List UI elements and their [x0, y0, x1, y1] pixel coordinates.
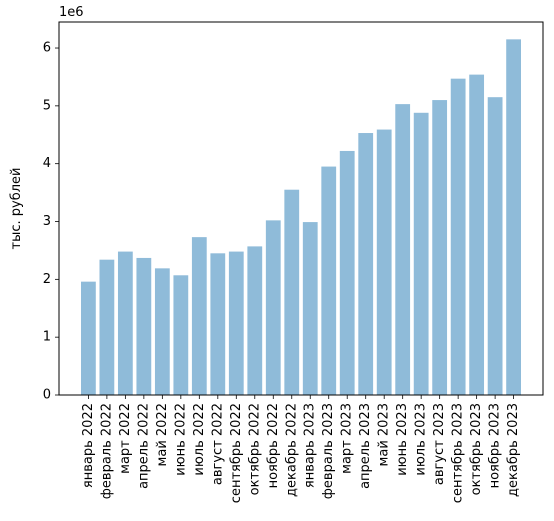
x-tick-label: июль 2023: [414, 403, 429, 476]
bar: [450, 78, 466, 396]
bar: [191, 237, 207, 395]
x-tick-label: июнь 2022: [173, 403, 188, 476]
x-tick-label: февраль 2023: [321, 403, 336, 499]
bar: [358, 133, 374, 395]
bar: [321, 166, 337, 395]
bar: [376, 129, 392, 395]
x-tick-label: декабрь 2023: [506, 403, 521, 497]
x-tick-label: июль 2022: [192, 403, 207, 476]
x-tick-label: май 2022: [155, 403, 170, 466]
x-tick-label: март 2022: [118, 403, 133, 474]
y-tick-label: 6: [43, 41, 51, 56]
x-tick-label: октябрь 2023: [469, 403, 484, 495]
x-tick-label: ноябрь 2023: [488, 403, 503, 488]
x-tick-label: октябрь 2022: [247, 403, 262, 495]
x-tick-label: ноябрь 2022: [266, 403, 281, 488]
bar: [506, 39, 521, 395]
y-tick-label: 1: [43, 330, 51, 345]
bar: [154, 268, 170, 395]
y-tick-label: 3: [43, 214, 51, 229]
y-tick-label: 4: [43, 156, 51, 171]
y-tick-label: 0: [43, 388, 51, 403]
x-tick-label: январь 2022: [81, 403, 96, 488]
y-axis-label: тыс. рублей: [9, 168, 24, 250]
bar: [99, 259, 115, 395]
x-tick-label: февраль 2022: [99, 403, 114, 499]
bar: [136, 257, 152, 395]
y-tick-label: 2: [43, 272, 51, 287]
x-tick-label: март 2023: [340, 403, 355, 474]
bar: [487, 97, 503, 396]
bar: [432, 100, 448, 395]
plot-frame: [58, 21, 544, 396]
bar: [413, 112, 429, 395]
bar: [228, 251, 244, 395]
x-tick-label: январь 2023: [303, 403, 318, 488]
bar: [302, 222, 318, 395]
bar: [117, 251, 133, 395]
x-tick-label: апрель 2023: [358, 403, 373, 489]
bar: [339, 150, 355, 395]
bar: [395, 104, 411, 396]
bars-group: [81, 39, 521, 396]
x-tick-label: сентябрь 2023: [451, 403, 466, 503]
x-tick-label: август 2022: [210, 403, 225, 485]
bar: [265, 220, 281, 395]
y-axis-ticks: 0 1 2 3 4 5 6: [43, 41, 59, 403]
bar: [469, 74, 485, 396]
bar: [247, 246, 263, 395]
x-tick-label: сентябрь 2022: [229, 403, 244, 503]
bar: [284, 189, 300, 395]
x-tick-label: декабрь 2022: [284, 403, 299, 497]
bar: [81, 281, 96, 395]
x-tick-label: август 2023: [432, 403, 447, 485]
y-tick-label: 5: [43, 98, 51, 113]
x-tick-label: июнь 2023: [395, 403, 410, 476]
bar: [173, 275, 189, 395]
bar: [210, 253, 226, 395]
x-tick-label: май 2023: [377, 403, 392, 466]
y-scale-label: 1e6: [59, 5, 84, 20]
x-tick-label: апрель 2022: [136, 403, 151, 489]
x-axis-ticks: январь 2022 февраль 2022 март 2022 апрель 2…: [81, 395, 521, 503]
